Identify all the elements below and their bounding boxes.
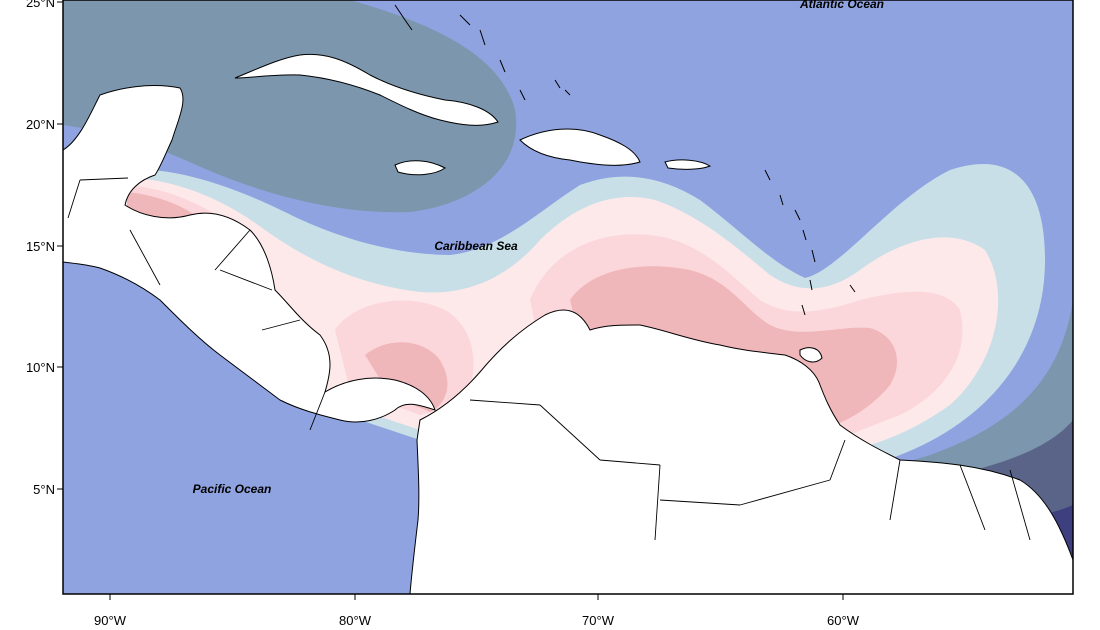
lat-tick-label: 20°N: [26, 117, 55, 132]
islands-bahamas: [394, 4, 571, 101]
map-frame: [62, 0, 1074, 595]
caribbean-sea-label: Caribbean Sea: [434, 239, 518, 253]
field-slate-north: [63, 0, 517, 213]
land-central-america: [63, 85, 436, 423]
lat-tick-label: 15°N: [26, 239, 55, 254]
lon-tick-label: 60°W: [827, 613, 860, 628]
land-trinidad: [799, 347, 823, 363]
land-puerto-rico: [664, 159, 712, 170]
lon-axis: 90°W 80°W 70°W 60°W: [94, 594, 860, 628]
lat-axis: 25°N 20°N 15°N 10°N 5°N: [26, 0, 63, 497]
lat-tick-label: 10°N: [26, 360, 55, 375]
lon-tick-label: 70°W: [582, 613, 615, 628]
land-cuba: [234, 53, 499, 126]
lon-tick-label: 80°W: [339, 613, 372, 628]
land-jamaica: [394, 160, 446, 176]
lon-tick-label: 90°W: [94, 613, 127, 628]
lat-tick-label: 25°N: [26, 0, 55, 10]
pacific-ocean-label: Pacific Ocean: [193, 482, 272, 496]
lat-tick-label: 5°N: [33, 482, 55, 497]
islands-lesser-antilles: [764, 169, 856, 316]
border-lines: [67, 177, 1031, 541]
land-hispaniola: [519, 128, 641, 166]
atlantic-ocean-label: Atlantic Ocean: [799, 0, 884, 11]
land-group: [63, 4, 1073, 594]
land-south-america: [409, 309, 1073, 594]
